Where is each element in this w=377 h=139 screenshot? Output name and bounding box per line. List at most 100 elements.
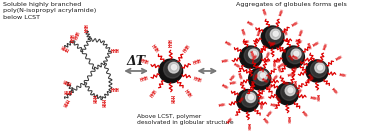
Text: HHH: HHH bbox=[271, 60, 274, 68]
Text: HHH: HHH bbox=[236, 72, 242, 80]
Text: HHH: HHH bbox=[258, 101, 262, 109]
Circle shape bbox=[310, 61, 327, 78]
Text: HHH: HHH bbox=[293, 65, 300, 73]
Text: HHH: HHH bbox=[111, 49, 120, 54]
Text: HHH: HHH bbox=[299, 28, 305, 37]
Circle shape bbox=[169, 62, 179, 73]
Text: HHH: HHH bbox=[273, 73, 280, 81]
Circle shape bbox=[237, 90, 259, 112]
Text: HHH: HHH bbox=[260, 8, 267, 17]
Circle shape bbox=[288, 88, 293, 93]
Text: HHH: HHH bbox=[224, 40, 232, 48]
Text: HHH: HHH bbox=[312, 40, 320, 48]
Text: HHH: HHH bbox=[282, 81, 290, 86]
Text: HHH: HHH bbox=[246, 123, 250, 131]
Text: HHH: HHH bbox=[239, 28, 245, 37]
Text: HHH: HHH bbox=[266, 40, 275, 48]
Text: HHH: HHH bbox=[264, 73, 272, 81]
Text: HHH: HHH bbox=[90, 95, 95, 104]
Text: HHH: HHH bbox=[193, 59, 202, 66]
Circle shape bbox=[159, 59, 182, 83]
Circle shape bbox=[172, 65, 177, 70]
Text: HHH: HHH bbox=[267, 110, 274, 118]
Circle shape bbox=[248, 49, 259, 59]
Circle shape bbox=[248, 95, 253, 100]
Circle shape bbox=[306, 60, 328, 82]
Circle shape bbox=[164, 60, 181, 78]
Text: HHH: HHH bbox=[306, 77, 314, 84]
Text: HHH: HHH bbox=[291, 20, 300, 28]
Text: HHH: HHH bbox=[70, 33, 75, 42]
Text: HHH: HHH bbox=[251, 54, 259, 62]
Text: HHH: HHH bbox=[267, 84, 275, 91]
Text: Soluble highly branched
poly(N-isopropyl acrylamide)
below LCST: Soluble highly branched poly(N-isopropyl… bbox=[3, 2, 96, 20]
Text: HHH: HHH bbox=[257, 28, 263, 37]
Text: HHH: HHH bbox=[286, 54, 294, 62]
Text: HHH: HHH bbox=[295, 39, 303, 45]
Text: HHH: HHH bbox=[150, 89, 159, 99]
Text: Aggregates of globules forms gels: Aggregates of globules forms gels bbox=[236, 2, 347, 7]
Text: HHH: HHH bbox=[60, 43, 70, 52]
Text: HHH: HHH bbox=[315, 59, 323, 64]
Text: HHH: HHH bbox=[278, 62, 287, 69]
Text: HHH: HHH bbox=[245, 20, 254, 28]
Text: HHH: HHH bbox=[183, 89, 192, 99]
Text: HHH: HHH bbox=[336, 54, 344, 61]
Circle shape bbox=[281, 84, 297, 100]
Circle shape bbox=[282, 46, 304, 68]
Text: HHH: HHH bbox=[242, 39, 250, 45]
Circle shape bbox=[253, 69, 270, 85]
Text: HHH: HHH bbox=[265, 50, 272, 58]
Text: HHH: HHH bbox=[183, 43, 192, 53]
Circle shape bbox=[241, 91, 258, 107]
Text: HHH: HHH bbox=[287, 73, 295, 78]
Text: HHH: HHH bbox=[139, 76, 149, 83]
Text: HHH: HHH bbox=[63, 88, 71, 93]
Circle shape bbox=[261, 26, 284, 49]
Text: HHH: HHH bbox=[291, 80, 295, 87]
Text: HHH: HHH bbox=[305, 42, 311, 50]
Circle shape bbox=[285, 86, 295, 96]
Circle shape bbox=[249, 68, 271, 90]
Text: HHH: HHH bbox=[263, 59, 271, 64]
Text: HHH: HHH bbox=[221, 84, 229, 91]
Circle shape bbox=[273, 31, 278, 36]
Text: HHH: HHH bbox=[150, 43, 159, 53]
Text: HHH: HHH bbox=[239, 95, 247, 103]
Text: HHH: HHH bbox=[330, 87, 338, 95]
Text: HHH: HHH bbox=[257, 96, 265, 101]
Text: HHH: HHH bbox=[100, 99, 105, 108]
Text: HHH: HHH bbox=[233, 62, 241, 69]
Circle shape bbox=[251, 51, 256, 56]
Text: ΔT: ΔT bbox=[127, 55, 146, 68]
Text: HHH: HHH bbox=[139, 59, 149, 66]
Circle shape bbox=[315, 63, 325, 73]
Text: HHH: HHH bbox=[84, 23, 89, 32]
Text: HHH: HHH bbox=[261, 117, 269, 125]
Text: HHH: HHH bbox=[279, 8, 285, 17]
Text: HHH: HHH bbox=[61, 98, 69, 108]
Text: HHH: HHH bbox=[249, 80, 253, 87]
Circle shape bbox=[318, 65, 323, 70]
Text: HHH: HHH bbox=[273, 95, 280, 103]
Text: HHH: HHH bbox=[310, 96, 317, 101]
Text: HHH: HHH bbox=[300, 110, 308, 118]
Circle shape bbox=[291, 49, 301, 59]
Text: HHH: HHH bbox=[275, 65, 282, 73]
Text: HHH: HHH bbox=[290, 54, 299, 61]
Text: HHH: HHH bbox=[315, 94, 319, 101]
Circle shape bbox=[270, 29, 280, 39]
Text: HHH: HHH bbox=[273, 59, 281, 64]
Circle shape bbox=[294, 51, 299, 56]
Circle shape bbox=[246, 93, 256, 103]
Text: HHH: HHH bbox=[285, 116, 290, 124]
Text: HHH: HHH bbox=[339, 73, 347, 78]
Circle shape bbox=[244, 47, 261, 64]
Text: HHH: HHH bbox=[230, 81, 238, 86]
Circle shape bbox=[266, 27, 283, 44]
Text: Above LCST, polymer
desolvated in globular structure: Above LCST, polymer desolvated in globul… bbox=[137, 114, 234, 125]
Text: HHH: HHH bbox=[254, 72, 260, 80]
Circle shape bbox=[240, 46, 262, 68]
Text: HHH: HHH bbox=[218, 103, 226, 108]
Text: HHH: HHH bbox=[307, 73, 314, 81]
